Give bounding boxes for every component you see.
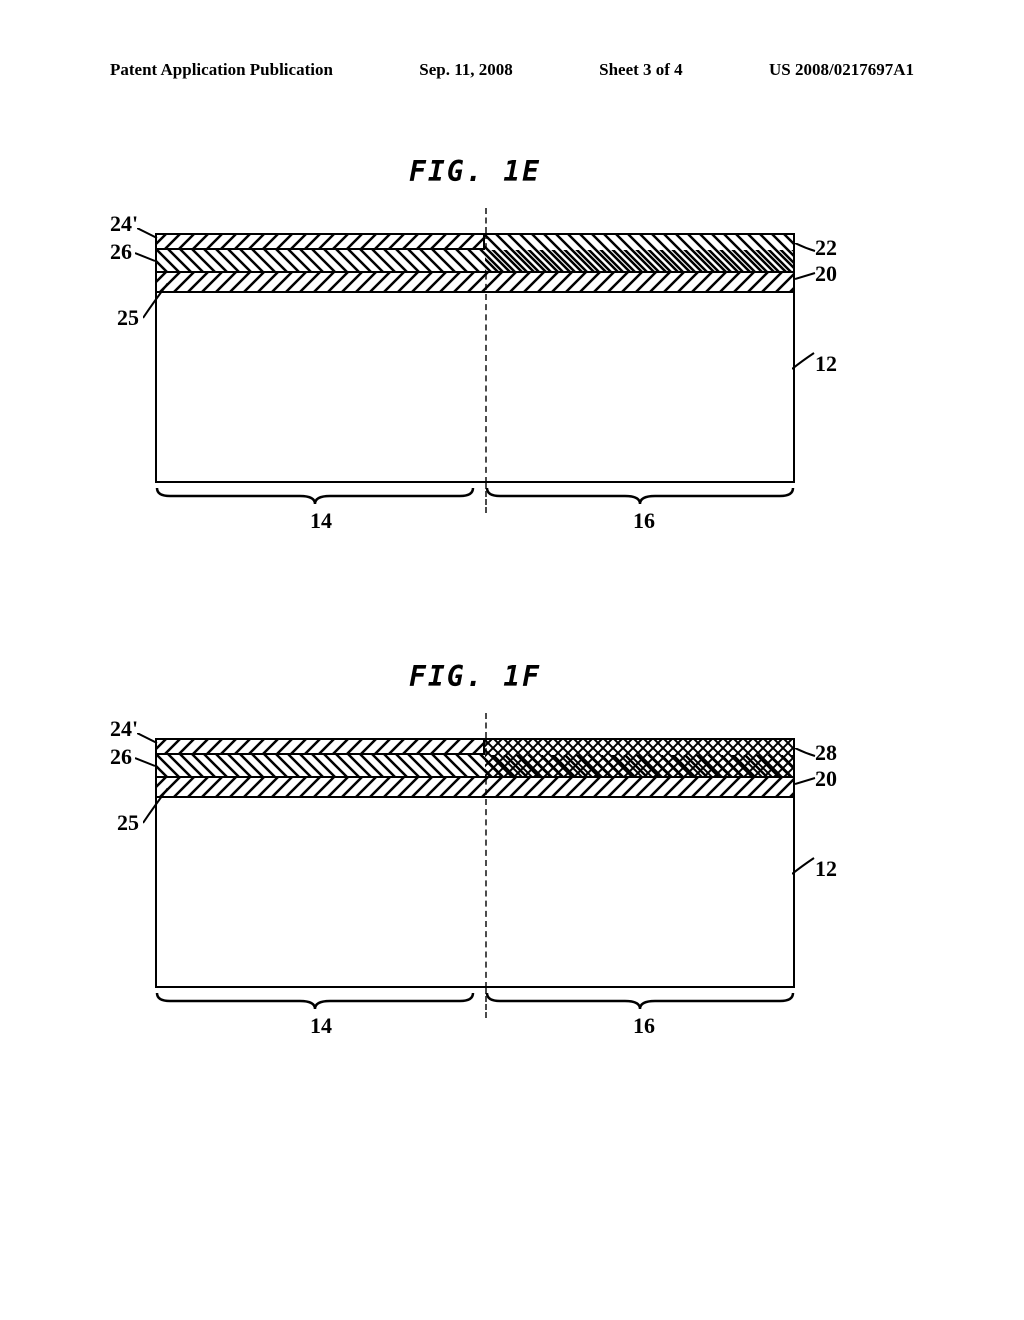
- publication-number: US 2008/0217697A1: [769, 60, 914, 80]
- brace-16: [485, 991, 795, 1011]
- figure-1e-diagram: 24' 26 25 22 20 12 14 16: [145, 233, 805, 483]
- layer-24: [155, 233, 485, 250]
- sheet-number: Sheet 3 of 4: [599, 60, 683, 80]
- label-24: 24': [110, 211, 138, 237]
- figure-1e-title: FIG. 1E: [409, 155, 541, 188]
- label-25: 25: [117, 810, 139, 836]
- brace-14: [155, 991, 475, 1011]
- layer-24: [155, 738, 485, 755]
- brace-16: [485, 486, 795, 506]
- centerline: [485, 208, 487, 233]
- figure-1e: FIG. 1E 24' 26 25 22 20: [145, 155, 805, 483]
- brace-14: [155, 486, 475, 506]
- label-22: 22: [815, 235, 837, 261]
- layer-22: [485, 233, 795, 273]
- layer-12: [155, 798, 795, 988]
- label-14: 14: [310, 508, 332, 534]
- label-20: 20: [815, 261, 837, 287]
- label-16: 16: [633, 1013, 655, 1039]
- figure-1f-title: FIG. 1F: [409, 660, 541, 693]
- layer-25: [155, 273, 795, 293]
- figure-1f: FIG. 1F 24' 26 25 28 20 12: [145, 660, 805, 988]
- page-header: Patent Application Publication Sep. 11, …: [0, 60, 1024, 80]
- figure-1f-diagram: 24' 26 25 28 20 12 14 16: [145, 738, 805, 988]
- label-26: 26: [110, 744, 132, 770]
- centerline: [485, 713, 487, 738]
- layer-12: [155, 293, 795, 483]
- label-12: 12: [815, 856, 837, 882]
- label-14: 14: [310, 1013, 332, 1039]
- label-24: 24': [110, 716, 138, 742]
- layer-28: [485, 738, 795, 778]
- label-20: 20: [815, 766, 837, 792]
- label-25: 25: [117, 305, 139, 331]
- publication-type: Patent Application Publication: [110, 60, 333, 80]
- label-12: 12: [815, 351, 837, 377]
- publication-date: Sep. 11, 2008: [419, 60, 513, 80]
- layer-25: [155, 778, 795, 798]
- label-26: 26: [110, 239, 132, 265]
- label-16: 16: [633, 508, 655, 534]
- label-28: 28: [815, 740, 837, 766]
